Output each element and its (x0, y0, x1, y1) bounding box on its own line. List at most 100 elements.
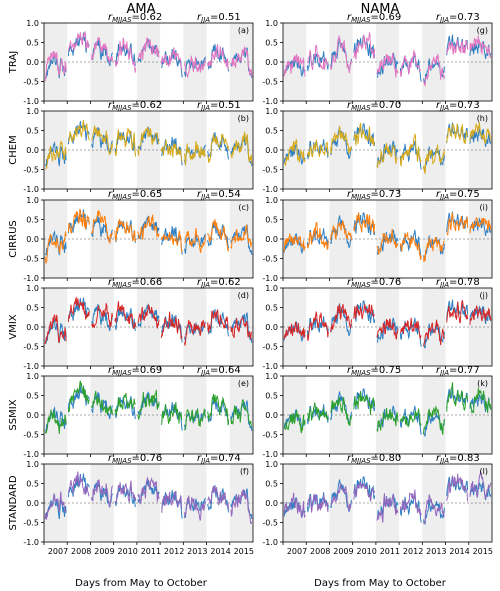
panel-label: (a) (238, 26, 249, 35)
row-label: VMIX (8, 314, 19, 339)
y-tick-label: -1.0 (23, 97, 39, 106)
corr-jja-label: rJJA=0.62 (197, 277, 241, 289)
model-series-line (306, 44, 329, 71)
model-series-line (446, 300, 469, 324)
panel-label: (j) (480, 291, 488, 300)
model-series-line (306, 222, 329, 251)
model-series-line (67, 296, 90, 323)
model-series-line (423, 236, 445, 262)
y-tick-label: -1.0 (23, 538, 39, 547)
model-series-line (353, 212, 376, 234)
reference-series-line (184, 233, 206, 254)
model-series-line (330, 396, 352, 426)
y-tick-label: 1.0 (265, 107, 278, 116)
model-series-line (469, 121, 492, 145)
y-tick-label: 1.0 (26, 460, 39, 469)
model-series-line (399, 408, 422, 428)
corr-jja-label: rJJA=0.75 (436, 189, 480, 201)
model-series-line (469, 305, 492, 325)
y-tick-label: 0.5 (265, 216, 278, 225)
x-tick-label: 2011 (380, 547, 400, 556)
y-tick-label: 1.0 (26, 284, 39, 293)
model-series-line (91, 36, 113, 64)
model-series-line (114, 301, 137, 330)
model-series-line (283, 53, 306, 77)
model-series-line (184, 495, 206, 521)
y-tick-label: 0.0 (26, 411, 39, 420)
model-series-line (399, 49, 422, 77)
model-series-line (469, 387, 492, 414)
corr-mjjas-label: rMJJAS=0.76 (108, 453, 162, 465)
x-tick-label: 2008 (71, 547, 91, 556)
year-shade (44, 23, 68, 101)
y-tick-label: 1.0 (26, 107, 39, 116)
corr-mjjas-label: rMJJAS=0.62 (108, 12, 162, 24)
reference-series-line (161, 490, 183, 519)
xlabel-right: Days from May to October (314, 578, 447, 589)
y-tick-label: 0.0 (26, 323, 39, 332)
reference-series-line (376, 317, 399, 343)
y-tick-label: -1.0 (23, 450, 39, 459)
model-series-line (376, 318, 399, 341)
corr-jja-label: rJJA=0.78 (436, 277, 480, 289)
corr-mjjas-label: rMJJAS=0.65 (108, 189, 162, 201)
corr-mjjas-label: rMJJAS=0.80 (347, 453, 401, 465)
year-shade (44, 464, 68, 542)
y-tick-label: 0.0 (265, 323, 278, 332)
model-series-line (207, 485, 230, 510)
model-series-line (44, 140, 67, 170)
model-series-line (230, 46, 253, 77)
reference-series-line (283, 144, 306, 166)
corr-jja-label: rJJA=0.77 (436, 365, 480, 377)
model-series-line (330, 125, 352, 154)
model-series-line (423, 319, 445, 347)
model-series-line (376, 142, 399, 169)
year-shade (422, 23, 446, 101)
model-series-line (423, 53, 445, 87)
model-series-line (114, 218, 137, 242)
x-tick-label: 2010 (356, 547, 376, 556)
panel-label: (b) (238, 114, 249, 123)
y-tick-label: 0.0 (265, 411, 278, 420)
model-series-line (184, 227, 206, 253)
y-tick-label: -1.0 (262, 538, 278, 547)
reference-series-line (184, 56, 206, 77)
year-shade (44, 288, 68, 366)
y-tick-label: 0.0 (265, 58, 278, 67)
model-series-line (423, 405, 445, 435)
corr-jja-label: rJJA=0.51 (197, 100, 241, 112)
y-tick-label: 1.0 (26, 196, 39, 205)
x-tick-label: 2013 (187, 547, 207, 556)
model-series-line (184, 319, 206, 346)
model-series-line (330, 34, 352, 74)
panel-h: 1.0 0.5 0.0 -0.5 -1.0 (h) rMJJAS=0.70 rJJA=0.73 (262, 100, 493, 194)
model-series-line (207, 309, 230, 334)
model-series-line (184, 140, 206, 166)
reference-series-line (67, 297, 90, 322)
y-tick-label: -0.5 (262, 343, 278, 352)
model-series-line (376, 493, 399, 523)
model-series-line (91, 479, 113, 508)
model-series-line (207, 44, 230, 71)
model-series-line (44, 231, 67, 264)
model-series-line (137, 389, 160, 420)
y-tick-label: -0.5 (23, 255, 39, 264)
y-tick-label: 0.5 (26, 480, 39, 489)
y-tick-label: -1.0 (262, 274, 278, 283)
y-tick-label: -0.5 (262, 78, 278, 87)
reference-series-line (184, 409, 206, 430)
model-series-line (283, 410, 306, 434)
corr-jja-label: rJJA=0.64 (197, 365, 241, 377)
model-series-line (376, 228, 399, 255)
model-series-line (91, 210, 113, 244)
reference-series-line (161, 226, 183, 255)
x-tick-label: 2009 (94, 547, 114, 556)
panel-label: (f) (240, 467, 249, 476)
model-series-line (230, 316, 252, 341)
year-shade (329, 464, 353, 542)
model-series-line (353, 32, 376, 60)
corr-mjjas-label: rMJJAS=0.69 (108, 365, 162, 377)
y-tick-label: 0.5 (265, 480, 278, 489)
row-label: STANDARD (8, 475, 19, 530)
